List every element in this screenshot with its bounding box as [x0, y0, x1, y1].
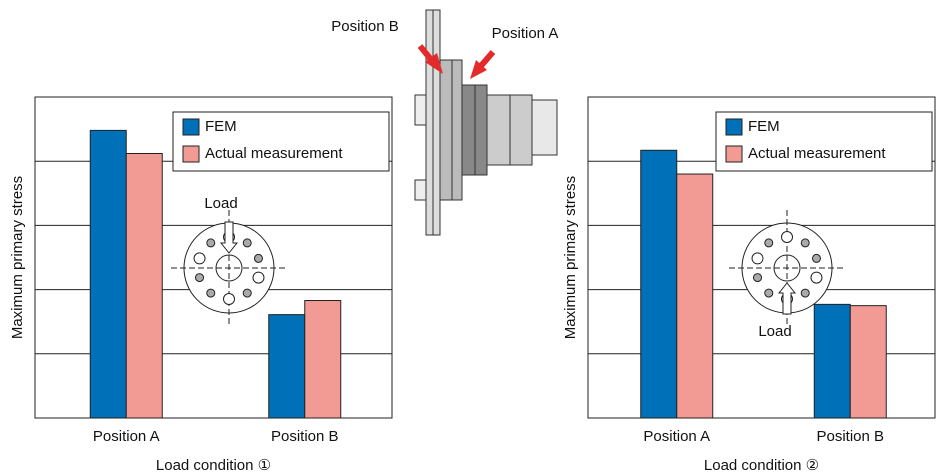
bolt-hole [752, 253, 763, 264]
bolt-hole [207, 289, 215, 297]
bar [126, 153, 162, 418]
bolt-hole [207, 239, 215, 247]
bar [269, 315, 305, 418]
position-label: Position B [331, 18, 399, 35]
bolt-hole [754, 274, 762, 282]
bolt-hole [782, 232, 793, 243]
load-diagram [171, 210, 287, 326]
legend-label: Actual measurement [748, 145, 886, 162]
figure: Position B Position A Position A Position… [0, 0, 937, 474]
x-tick-label: Position A [643, 428, 710, 445]
bolt-hole [194, 253, 205, 264]
bolt-hole [253, 272, 264, 283]
x-tick-label: Position B [271, 428, 339, 445]
y-axis-title: Maximum primary stress [9, 176, 26, 339]
bolt-hole [765, 239, 773, 247]
x-tick-label: Position B [816, 428, 884, 445]
bolt-hole [801, 239, 809, 247]
bar [641, 150, 677, 418]
bolt-hole [243, 289, 251, 297]
legend-swatch [726, 146, 742, 162]
bar [850, 306, 886, 418]
x-axis-title: Load condition ② [704, 457, 819, 474]
bar [677, 174, 713, 418]
load-label: Load [758, 323, 791, 340]
bar [814, 304, 850, 418]
bolt-hole [196, 274, 204, 282]
position-label: Position A [492, 25, 559, 42]
bolt-hole [765, 289, 773, 297]
load-label: Load [204, 195, 237, 212]
y-axis-title: Maximum primary stress [562, 176, 579, 339]
bolt-hole [801, 289, 809, 297]
x-axis-title: Load condition ① [156, 457, 271, 474]
legend-swatch [183, 146, 199, 162]
legend-label: Actual measurement [205, 145, 343, 162]
bar [305, 301, 341, 418]
bolt-hole [254, 254, 262, 262]
legend-label: FEM [205, 118, 237, 135]
bolt-hole [812, 254, 820, 262]
legend-swatch [726, 119, 742, 135]
bolt-hole [224, 294, 235, 305]
legend-swatch [183, 119, 199, 135]
bolt-hole [811, 272, 822, 283]
legend-label: FEM [748, 118, 780, 135]
bar [90, 130, 126, 418]
bolt-hole [243, 239, 251, 247]
x-tick-label: Position A [93, 428, 160, 445]
hub-drawing [415, 10, 557, 235]
